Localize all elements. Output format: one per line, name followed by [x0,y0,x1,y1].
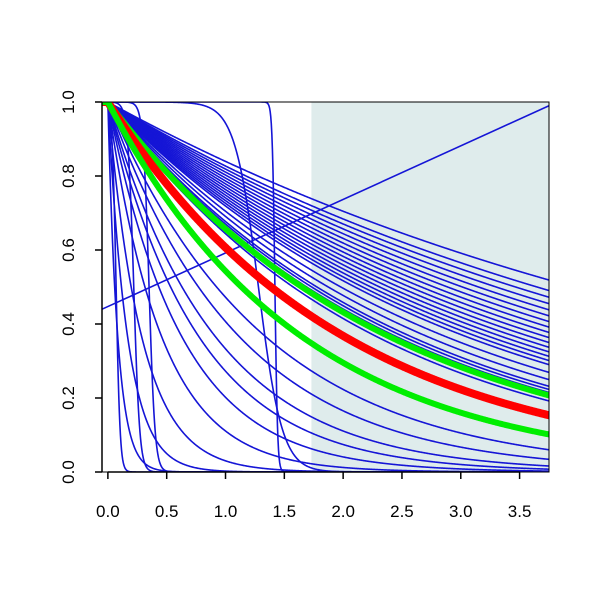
series-line-exp-17 [102,102,549,381]
y-tick-label: 0.8 [59,164,78,188]
series-line-exp-6 [102,102,549,323]
highlight-curves-layer [102,102,549,438]
shaded-region-layer [311,102,549,472]
series-line-exp-26 [102,102,549,461]
series-line-exp-5 [102,102,549,317]
series-line-exp-14 [102,102,549,362]
y-tick-label: 0.6 [59,238,78,262]
x-tick-label: 2.5 [390,502,414,521]
shaded-region [311,102,549,472]
y-tick-label: 0.0 [59,460,78,484]
x-tick-label: 1.5 [273,502,297,521]
series-line-exp-25 [102,102,549,451]
x-tick-label: 2.0 [331,502,355,521]
series-line-exp-7 [102,102,549,328]
series-line-red [102,102,549,420]
series-line-exp-18 [102,102,549,388]
series-line-green-lower [102,102,549,438]
series-line-exp-27 [102,102,549,467]
series-line-exp-4 [102,102,549,311]
series-line-exp-15 [102,102,549,366]
series-line-exp-0 [102,102,549,281]
x-tick-label: 0.0 [96,502,120,521]
series-line-exp-16 [102,102,549,374]
axes-layer: 0.0 0.5 1.0 1.5 2.0 2.5 3.0 3.5 0.0 0.2 0.4 0.6 0.8 1… [59,90,531,521]
series-line-linear [102,104,549,310]
series-line-exp-3 [102,102,549,305]
y-tick-label: 0.2 [59,386,78,410]
series-line-exp-2 [102,102,549,298]
x-tick-label: 0.5 [155,502,179,521]
y-tick-label: 1.0 [59,90,78,114]
series-line-exp-9 [102,102,549,339]
series-line-exp-13 [102,102,549,358]
series-line-exp-1 [102,102,549,292]
series-line-exp-8 [102,102,549,334]
series-line-exp-11 [102,102,549,349]
series-line-exp-29 [102,102,549,472]
y-tick-label: 0.4 [59,312,78,336]
series-line-green-upper [102,102,549,399]
series-line-exp-10 [102,102,549,344]
x-tick-label: 3.0 [449,502,473,521]
series-line-exp-28 [102,102,549,470]
x-tick-label: 3.5 [508,502,532,521]
x-tick-label: 1.0 [214,502,238,521]
series-line-exp-12 [102,102,549,353]
